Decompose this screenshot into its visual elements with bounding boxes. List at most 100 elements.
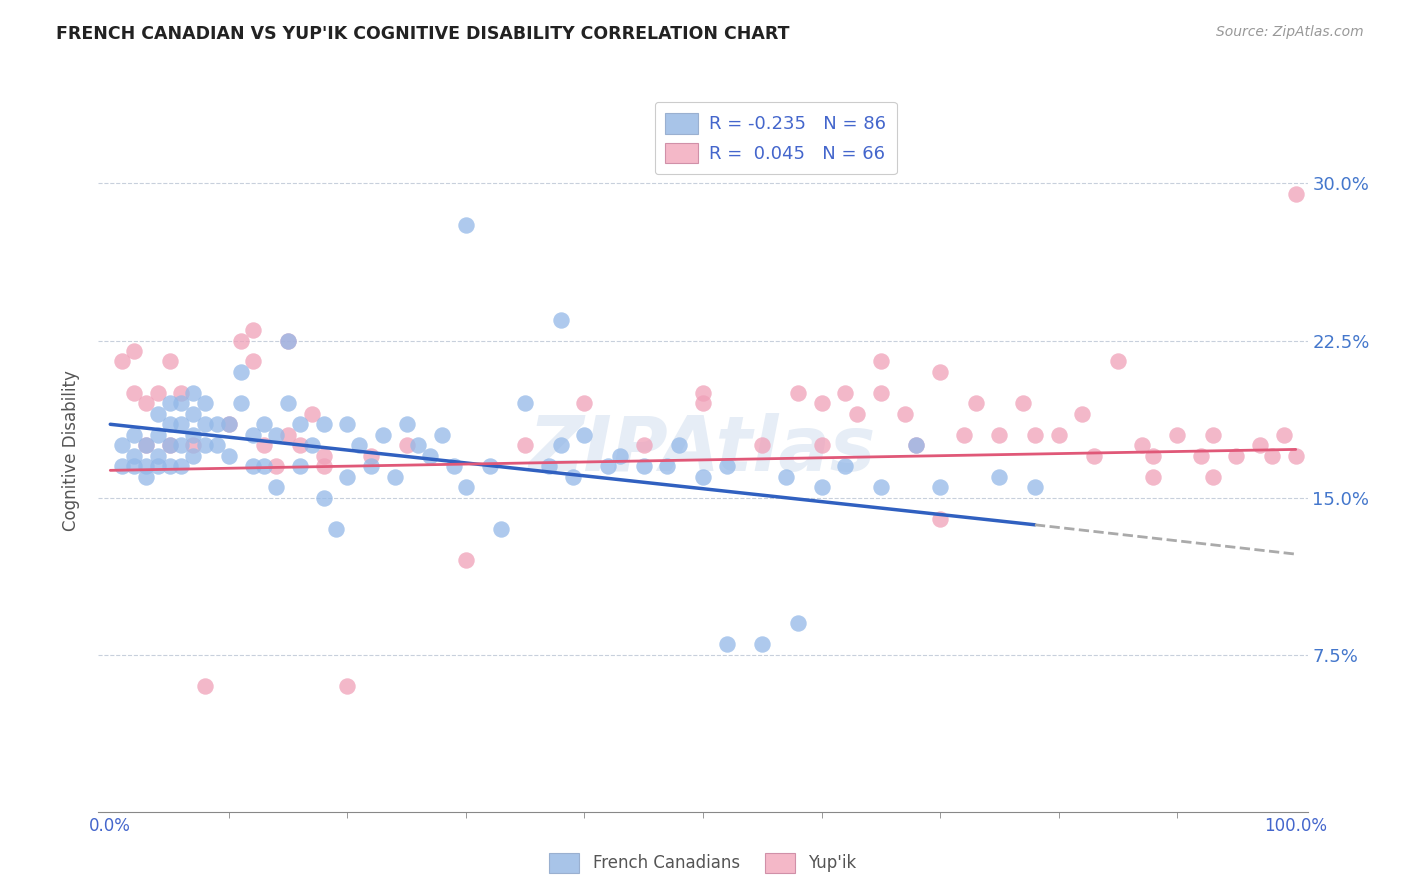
Point	[775, 469, 797, 483]
Point	[810, 396, 832, 410]
Point	[159, 354, 181, 368]
Point	[905, 438, 928, 452]
Point	[181, 449, 204, 463]
Point	[159, 417, 181, 432]
Point	[312, 491, 335, 505]
Point	[1024, 480, 1046, 494]
Point	[952, 427, 974, 442]
Point	[1272, 427, 1295, 442]
Point	[786, 616, 808, 631]
Point	[1202, 427, 1225, 442]
Point	[312, 449, 335, 463]
Point	[336, 469, 359, 483]
Point	[574, 427, 596, 442]
Point	[181, 385, 204, 400]
Point	[692, 385, 714, 400]
Point	[181, 427, 204, 442]
Point	[146, 407, 169, 421]
Point	[218, 449, 240, 463]
Point	[657, 459, 679, 474]
Text: FRENCH CANADIAN VS YUP'IK COGNITIVE DISABILITY CORRELATION CHART: FRENCH CANADIAN VS YUP'IK COGNITIVE DISA…	[56, 25, 790, 43]
Point	[929, 365, 952, 379]
Point	[419, 449, 441, 463]
Point	[810, 438, 832, 452]
Point	[336, 679, 359, 693]
Point	[550, 438, 572, 452]
Point	[194, 438, 217, 452]
Point	[384, 469, 406, 483]
Point	[242, 427, 264, 442]
Point	[1142, 449, 1164, 463]
Point	[336, 417, 359, 432]
Point	[288, 417, 311, 432]
Point	[194, 417, 217, 432]
Point	[111, 438, 134, 452]
Point	[264, 427, 287, 442]
Point	[122, 427, 145, 442]
Point	[1261, 449, 1284, 463]
Point	[111, 459, 134, 474]
Point	[1012, 396, 1035, 410]
Point	[146, 459, 169, 474]
Point	[347, 438, 370, 452]
Point	[1047, 427, 1070, 442]
Point	[264, 480, 287, 494]
Point	[432, 427, 454, 442]
Point	[253, 438, 276, 452]
Point	[668, 438, 690, 452]
Point	[537, 459, 560, 474]
Point	[229, 396, 252, 410]
Point	[325, 522, 347, 536]
Point	[846, 407, 869, 421]
Point	[181, 407, 204, 421]
Point	[205, 438, 228, 452]
Point	[253, 459, 276, 474]
Point	[550, 312, 572, 326]
Point	[205, 417, 228, 432]
Point	[810, 480, 832, 494]
Point	[360, 459, 382, 474]
Point	[253, 417, 276, 432]
Point	[1083, 449, 1105, 463]
Point	[609, 449, 631, 463]
Y-axis label: Cognitive Disability: Cognitive Disability	[62, 370, 80, 531]
Point	[218, 417, 240, 432]
Point	[633, 459, 655, 474]
Point	[834, 385, 856, 400]
Point	[301, 438, 323, 452]
Point	[1225, 449, 1247, 463]
Point	[478, 459, 501, 474]
Point	[170, 417, 193, 432]
Point	[1024, 427, 1046, 442]
Point	[170, 396, 193, 410]
Point	[834, 459, 856, 474]
Point	[454, 553, 477, 567]
Point	[905, 438, 928, 452]
Point	[146, 427, 169, 442]
Point	[1166, 427, 1188, 442]
Point	[929, 511, 952, 525]
Point	[515, 396, 537, 410]
Point	[159, 438, 181, 452]
Point	[1142, 469, 1164, 483]
Point	[869, 480, 891, 494]
Point	[277, 334, 299, 348]
Point	[1249, 438, 1271, 452]
Point	[1107, 354, 1129, 368]
Point	[277, 427, 299, 442]
Point	[135, 438, 157, 452]
Point	[893, 407, 915, 421]
Point	[277, 396, 299, 410]
Point	[194, 396, 217, 410]
Text: Source: ZipAtlas.com: Source: ZipAtlas.com	[1216, 25, 1364, 39]
Point	[242, 459, 264, 474]
Point	[1130, 438, 1153, 452]
Point	[360, 449, 382, 463]
Point	[716, 637, 738, 651]
Point	[159, 396, 181, 410]
Point	[122, 343, 145, 358]
Point	[692, 469, 714, 483]
Point	[515, 438, 537, 452]
Point	[869, 354, 891, 368]
Point	[288, 438, 311, 452]
